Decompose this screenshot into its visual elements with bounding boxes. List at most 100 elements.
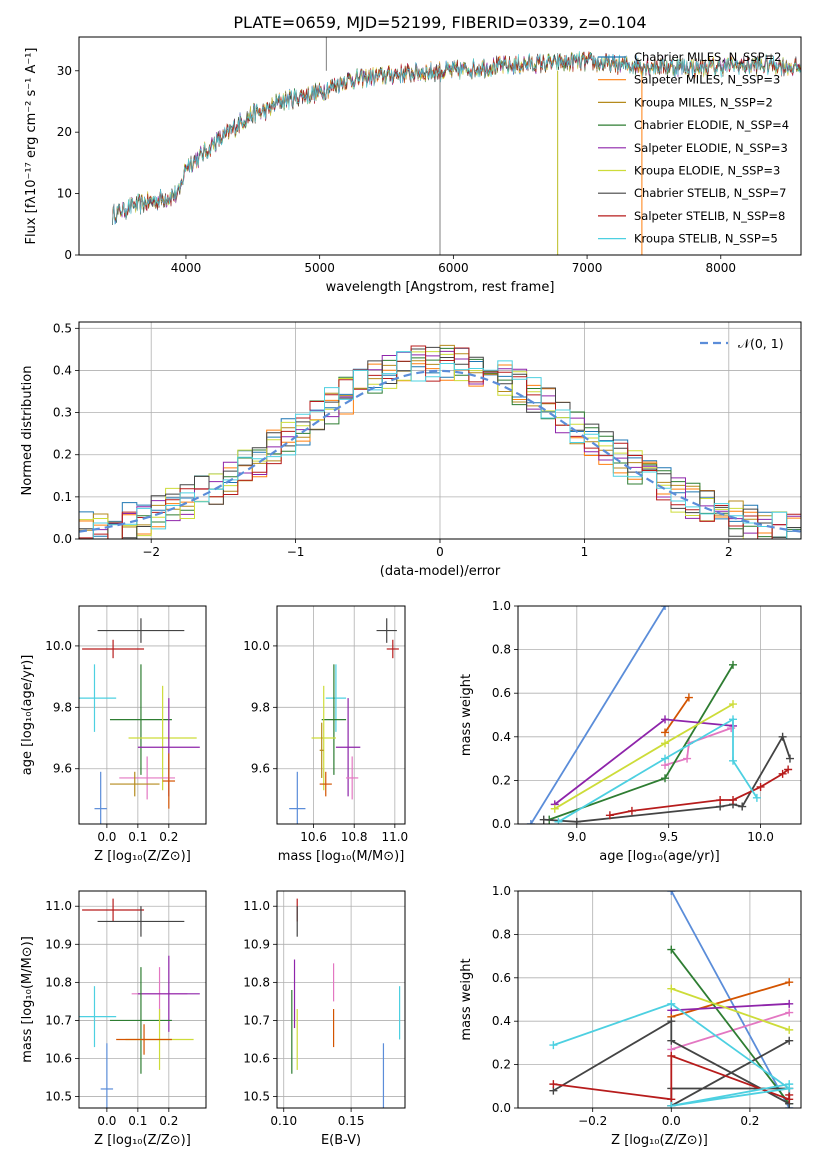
weight-marker bbox=[785, 754, 794, 763]
legend-label: Kroupa MILES, N_SSP=2 bbox=[634, 95, 773, 109]
axes-frame bbox=[517, 605, 802, 825]
y-tick-label: 11.0 bbox=[243, 899, 270, 913]
weight-marker bbox=[738, 802, 747, 811]
y-tick-label: 20 bbox=[57, 125, 72, 139]
axes-frame bbox=[78, 890, 207, 1109]
y-axis-label: age [log₁₀(age/yr)] bbox=[20, 655, 35, 776]
x-tick-label: 0.2 bbox=[159, 830, 178, 844]
weight-marker bbox=[752, 793, 761, 802]
legend-label: Chabrier ELODIE, N_SSP=4 bbox=[634, 118, 789, 132]
weight-marker bbox=[729, 756, 738, 765]
y-tick-label: 10.6 bbox=[243, 1052, 270, 1066]
y-tick-label: 0.4 bbox=[492, 730, 511, 744]
x-tick-label: 0.2 bbox=[159, 1114, 178, 1128]
x-tick-label: 0.2 bbox=[740, 1114, 759, 1128]
y-tick-label: 0.1 bbox=[53, 490, 72, 504]
x-axis-label: Z [log₁₀(Z/Z⊙)] bbox=[611, 1133, 708, 1148]
y-tick-label: 10.6 bbox=[45, 1052, 72, 1066]
y-tick-label: 10.0 bbox=[45, 639, 72, 653]
y-tick-label: 10.9 bbox=[243, 937, 270, 951]
x-tick-label: 9.0 bbox=[567, 830, 586, 844]
weight-marker bbox=[785, 999, 794, 1008]
weight-line bbox=[671, 987, 790, 1031]
weight-marker bbox=[661, 754, 670, 763]
weight-marker bbox=[778, 769, 787, 778]
y-tick-label: 0.0 bbox=[492, 817, 511, 831]
x-tick-label: −2 bbox=[142, 545, 160, 559]
legend-label: Kroupa ELODIE, N_SSP=3 bbox=[634, 164, 780, 178]
figure-title: PLATE=0659, MJD=52199, FIBERID=0339, z=0… bbox=[233, 13, 646, 32]
x-tick-label: 10.0 bbox=[747, 830, 774, 844]
legend-label: Salpeter STELIB, N_SSP=8 bbox=[634, 209, 785, 223]
axes-frame bbox=[78, 605, 207, 825]
y-tick-label: 10.9 bbox=[45, 937, 72, 951]
weight-line bbox=[671, 1002, 790, 1012]
plot-area bbox=[79, 618, 200, 824]
histogram-series bbox=[79, 351, 801, 539]
x-tick-label: 0.0 bbox=[97, 1114, 116, 1128]
y-tick-label: 11.0 bbox=[45, 899, 72, 913]
weight-marker bbox=[729, 715, 738, 724]
x-tick-label: −0.2 bbox=[578, 1114, 607, 1128]
histogram-series bbox=[79, 351, 801, 539]
plot-area bbox=[291, 898, 401, 1108]
weight-marker bbox=[667, 1101, 676, 1108]
plot-area bbox=[549, 891, 794, 1108]
weight-marker bbox=[778, 732, 787, 741]
axes-frame bbox=[78, 36, 802, 256]
x-tick-label: 0.0 bbox=[97, 830, 116, 844]
x-axis-label: E(B-V) bbox=[321, 1133, 361, 1148]
x-tick-label: 0 bbox=[436, 545, 444, 559]
y-tick-label: 10.5 bbox=[243, 1090, 270, 1104]
weight-marker bbox=[572, 817, 581, 824]
weight-marker bbox=[661, 739, 670, 748]
plot-area bbox=[79, 344, 801, 539]
x-tick-label: −1 bbox=[287, 545, 305, 559]
y-tick-label: 10 bbox=[57, 187, 72, 201]
weight-marker bbox=[756, 782, 765, 791]
weight-marker bbox=[667, 1036, 676, 1045]
x-tick-label: 7000 bbox=[572, 261, 603, 275]
y-tick-label: 0.8 bbox=[492, 643, 511, 657]
weight-marker bbox=[661, 606, 670, 610]
weight-line bbox=[664, 727, 732, 766]
y-axis-label: Normed distribution bbox=[20, 366, 35, 496]
x-axis-label: wavelength [Angstrom, rest frame] bbox=[326, 280, 555, 295]
weight-marker bbox=[667, 999, 676, 1008]
panel-age_vs_Z: 0.0 0.1 0.2 9.6 9.8 10.0 Z [log₁₀(Z/Z⊙)] age [l… bbox=[20, 605, 207, 864]
x-tick-label: 5000 bbox=[304, 261, 335, 275]
y-tick-label: 9.8 bbox=[251, 700, 270, 714]
weight-line bbox=[530, 606, 666, 824]
x-tick-label: 0.15 bbox=[338, 1114, 365, 1128]
y-tick-label: 0.6 bbox=[492, 971, 511, 985]
weight-marker bbox=[627, 806, 636, 815]
panel-residuals: −2 −1 0 1 2 0.0 0.1 0.2 0.3 0.4 0.5 (data-model)/er… bbox=[20, 321, 802, 579]
weight-line bbox=[670, 949, 790, 1105]
y-tick-label: 0.0 bbox=[492, 1101, 511, 1115]
x-tick-label: 10.6 bbox=[300, 830, 327, 844]
weight-marker bbox=[667, 1017, 676, 1026]
weight-marker bbox=[785, 1008, 794, 1017]
weight-marker bbox=[785, 1080, 794, 1089]
weight-marker bbox=[667, 945, 676, 954]
weight-marker bbox=[785, 1025, 794, 1034]
x-tick-label: 4000 bbox=[171, 261, 202, 275]
panel-mass_weight_vs_Z: −0.2 0.0 0.2 0.0 0.2 0.4 0.6 0.8 1.0 Z [log₁₀(Z/Z… bbox=[459, 884, 802, 1148]
x-tick-label: 0.1 bbox=[128, 1114, 147, 1128]
weight-marker bbox=[549, 1080, 558, 1089]
weight-marker bbox=[667, 891, 676, 895]
y-axis-label: Flux [fλ10⁻¹⁷ erg cm⁻² s⁻¹ A⁻¹] bbox=[24, 48, 39, 245]
weight-line bbox=[554, 718, 734, 806]
legend-label: Salpeter MILES, N_SSP=3 bbox=[634, 73, 780, 87]
y-tick-label: 10.7 bbox=[45, 1013, 72, 1027]
y-tick-label: 0.6 bbox=[492, 686, 511, 700]
y-tick-label: 9.6 bbox=[53, 762, 72, 776]
plot-area bbox=[526, 606, 794, 824]
weight-marker bbox=[729, 660, 738, 669]
y-tick-label: 1.0 bbox=[492, 884, 511, 898]
weight-marker bbox=[661, 774, 670, 783]
y-tick-label: 10.8 bbox=[243, 975, 270, 989]
y-tick-label: 10.8 bbox=[45, 975, 72, 989]
weight-marker bbox=[550, 804, 559, 813]
